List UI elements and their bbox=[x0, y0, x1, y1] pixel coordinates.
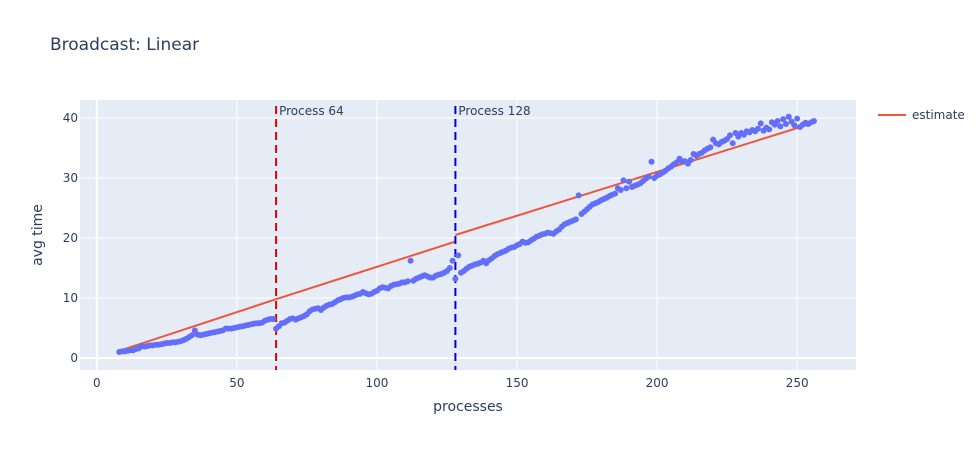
y-tick-label: 10 bbox=[63, 291, 78, 305]
data-point bbox=[729, 140, 736, 147]
x-tick-label: 0 bbox=[93, 376, 101, 390]
data-point bbox=[617, 187, 624, 193]
data-point bbox=[612, 190, 619, 197]
data-point bbox=[766, 126, 773, 133]
data-point bbox=[404, 278, 411, 285]
data-points bbox=[116, 113, 817, 355]
chart-title: Broadcast: Linear bbox=[50, 35, 199, 55]
x-tick-label: 200 bbox=[646, 376, 669, 390]
y-axis-ticks: 0 10 20 30 40 bbox=[63, 111, 78, 365]
y-tick-label: 30 bbox=[63, 171, 78, 185]
data-point bbox=[270, 316, 277, 322]
process-markers bbox=[275, 106, 457, 370]
x-tick-label: 50 bbox=[229, 376, 244, 390]
estimate-segment bbox=[118, 298, 277, 352]
data-point bbox=[189, 332, 196, 339]
plot-area bbox=[80, 100, 856, 370]
data-point bbox=[687, 157, 694, 163]
data-point bbox=[810, 118, 817, 124]
data-point bbox=[455, 252, 462, 259]
data-point bbox=[449, 257, 456, 264]
process-annotation: Process 64 bbox=[279, 104, 344, 118]
data-point bbox=[407, 257, 414, 264]
process-annotation: Process 128 bbox=[458, 104, 530, 118]
x-axis-title: processes bbox=[433, 399, 503, 415]
data-point bbox=[572, 216, 579, 223]
gridlines bbox=[80, 100, 856, 370]
x-tick-label: 250 bbox=[786, 376, 809, 390]
data-point bbox=[757, 120, 764, 127]
data-point bbox=[620, 177, 627, 184]
data-point bbox=[754, 125, 761, 132]
estimate-segment bbox=[455, 121, 815, 236]
x-tick-label: 150 bbox=[506, 376, 529, 390]
data-point bbox=[648, 158, 655, 165]
data-point bbox=[645, 173, 652, 180]
legend-label-estimate: estimate bbox=[912, 108, 965, 122]
x-tick-label: 100 bbox=[365, 376, 388, 390]
data-point bbox=[785, 113, 792, 120]
data-point bbox=[446, 265, 453, 271]
y-tick-label: 40 bbox=[63, 111, 78, 125]
data-point bbox=[777, 123, 784, 130]
data-point bbox=[452, 275, 459, 282]
data-point bbox=[575, 192, 582, 199]
data-point bbox=[623, 185, 630, 192]
data-point bbox=[707, 144, 714, 151]
data-point bbox=[626, 178, 633, 185]
data-point bbox=[774, 118, 781, 124]
y-axis-title: avg time bbox=[30, 204, 46, 266]
data-point bbox=[780, 116, 787, 123]
annotations: Process 64 Process 128 bbox=[279, 104, 531, 118]
x-axis-ticks: 0 50 100 150 200 250 bbox=[93, 376, 809, 390]
data-point bbox=[726, 132, 733, 139]
estimate-line bbox=[118, 121, 815, 352]
estimate-segment bbox=[275, 240, 456, 301]
legend[interactable]: estimate bbox=[878, 108, 965, 122]
data-point bbox=[794, 115, 801, 122]
data-point bbox=[782, 121, 789, 127]
y-tick-label: 20 bbox=[63, 231, 78, 245]
data-point bbox=[791, 122, 798, 129]
y-tick-label: 0 bbox=[70, 351, 78, 365]
